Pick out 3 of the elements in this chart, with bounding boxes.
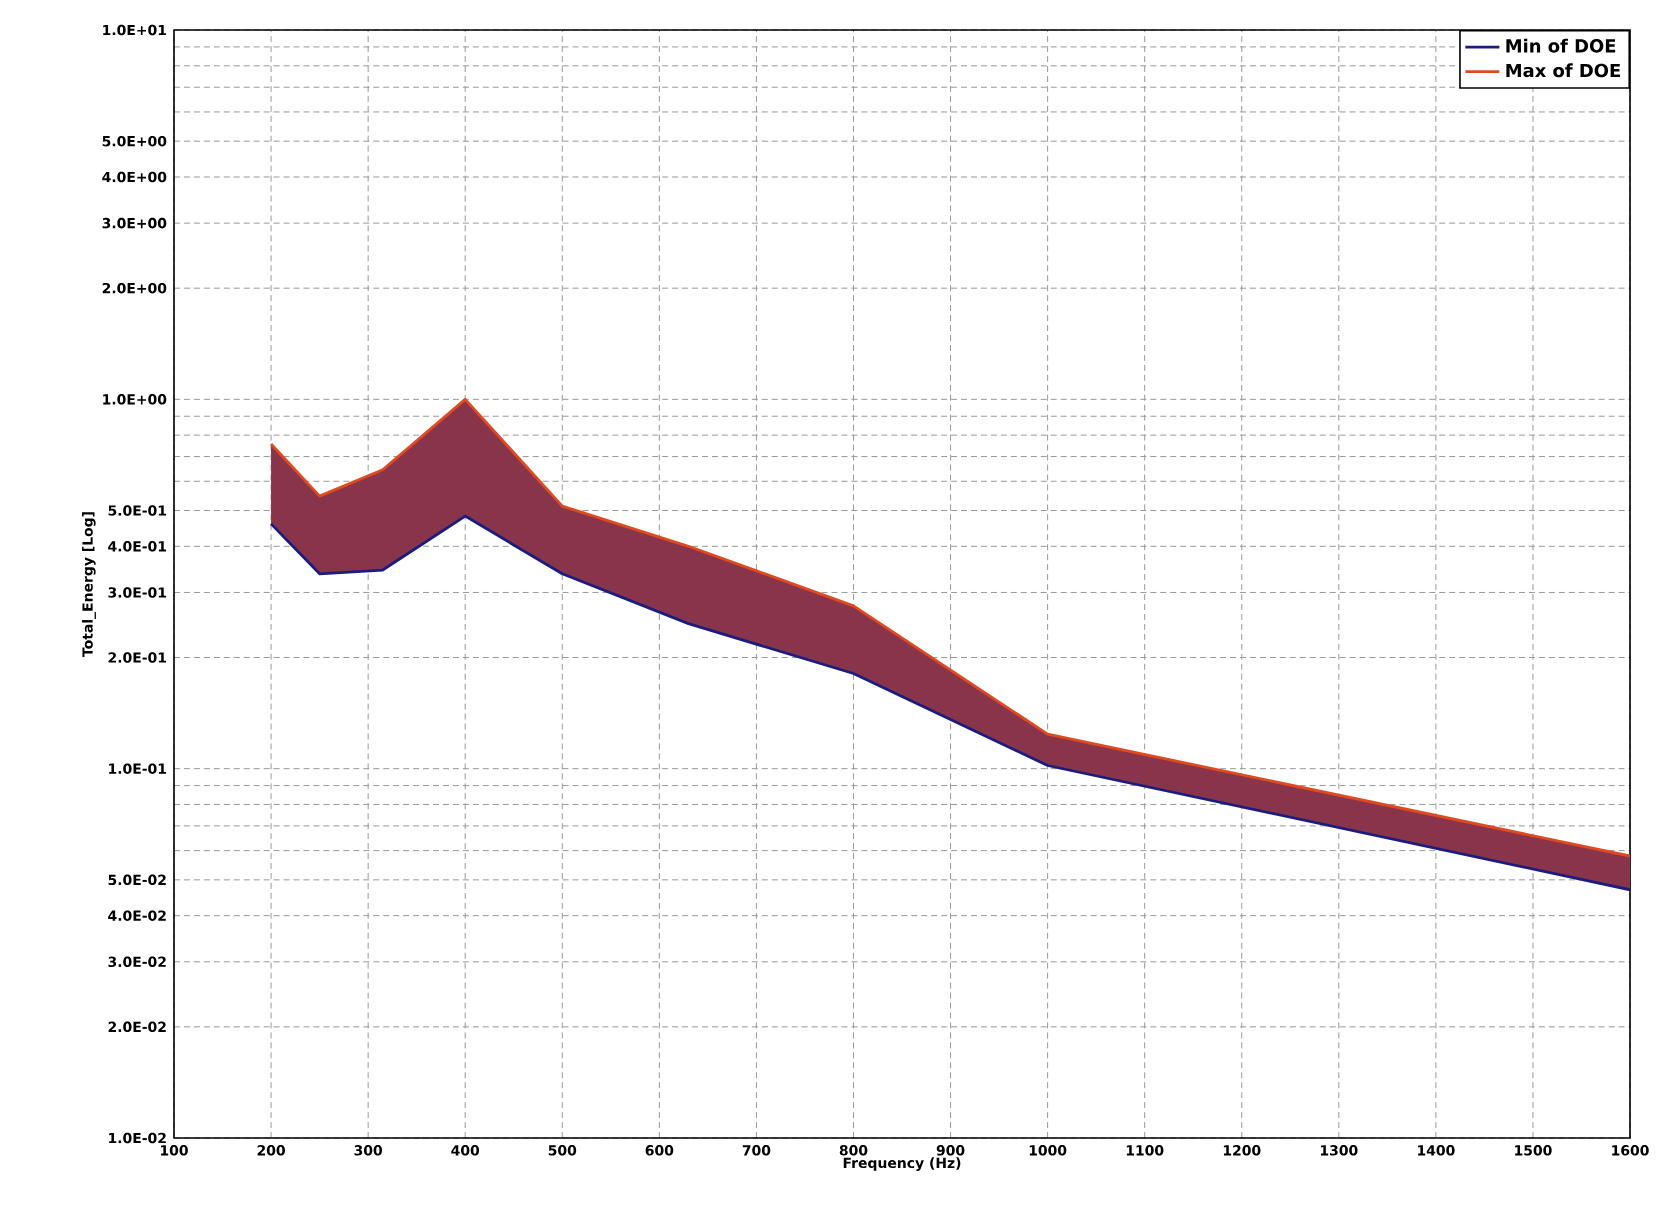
legend-label: Min of DOE	[1506, 38, 1616, 53]
legend-label: Max of DOE	[1506, 63, 1620, 78]
line-series	[269, 514, 1631, 892]
